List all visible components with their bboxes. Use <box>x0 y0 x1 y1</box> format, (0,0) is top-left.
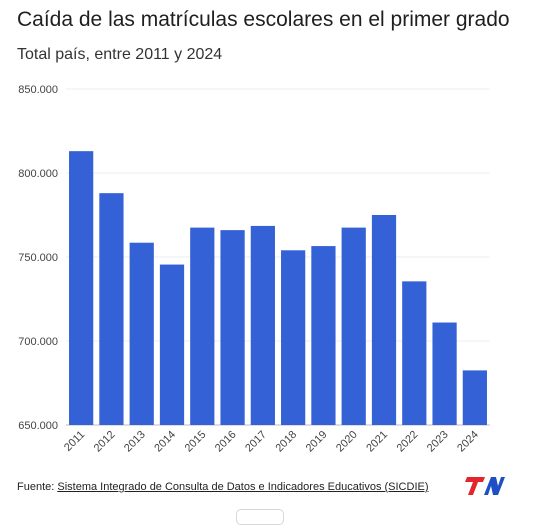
source-prefix: Fuente: <box>17 481 58 493</box>
x-tick-label: 2011 <box>62 429 87 454</box>
bar-2014[interactable] <box>159 264 185 425</box>
bar-2023[interactable] <box>432 322 457 425</box>
bar-2021[interactable] <box>371 215 397 425</box>
x-tick-label: 2015 <box>183 429 209 455</box>
logo-letter-n <box>484 477 505 495</box>
page-title: Caída de las matrículas escolares en el … <box>17 8 510 31</box>
bar-2017[interactable] <box>250 225 275 425</box>
y-tick-label: 750.000 <box>18 252 58 264</box>
bar-2020[interactable] <box>341 227 366 425</box>
x-tick-label: 2020 <box>334 429 360 455</box>
x-tick-label: 2016 <box>213 429 239 455</box>
x-tick-label: 2013 <box>122 429 148 455</box>
bar-2015[interactable] <box>190 227 215 425</box>
x-tick-label: 2012 <box>92 429 118 455</box>
y-tick-label: 850.000 <box>18 84 58 96</box>
bar-2024[interactable] <box>462 370 487 425</box>
y-tick-label: 700.000 <box>18 336 58 348</box>
tn-logo <box>465 477 505 495</box>
bar-2012[interactable] <box>99 193 124 425</box>
bar-2022[interactable] <box>402 281 427 425</box>
x-tick-label: 2014 <box>152 429 178 455</box>
page-subtitle: Total país, entre 2011 y 2024 <box>17 46 223 63</box>
bars <box>69 151 487 425</box>
y-tick-label: 800.000 <box>18 168 58 180</box>
x-tick-label: 2017 <box>243 429 269 455</box>
bar-2016[interactable] <box>220 230 245 425</box>
y-axis: 650.000 700.000 750.000 800.000 850.000 <box>18 84 58 432</box>
x-tick-label: 2021 <box>364 429 390 455</box>
x-tick-label: 2024 <box>455 429 481 455</box>
y-tick-label: 650.000 <box>18 420 58 432</box>
x-tick-label: 2023 <box>425 429 451 455</box>
bar-chart: 650.000 700.000 750.000 800.000 850.000 2011… <box>18 84 490 455</box>
x-axis: 2011 2012 2013 2014 2015 2016 2017 2018 2019 2020… <box>62 429 481 455</box>
source-note: Fuente: Sistema Integrado de Consulta de… <box>17 481 429 493</box>
bar-2011[interactable] <box>69 151 94 425</box>
source-link[interactable]: Sistema Integrado de Consulta de Datos e… <box>57 481 429 493</box>
x-tick-label: 2019 <box>304 429 330 455</box>
x-tick-label: 2018 <box>273 429 299 455</box>
bar-2013[interactable] <box>129 242 154 425</box>
bottom-tab[interactable] <box>236 509 284 525</box>
bar-2018[interactable] <box>281 250 306 425</box>
bar-2019[interactable] <box>311 246 336 425</box>
x-tick-label: 2022 <box>395 429 421 455</box>
logo-letter-t <box>465 477 485 495</box>
